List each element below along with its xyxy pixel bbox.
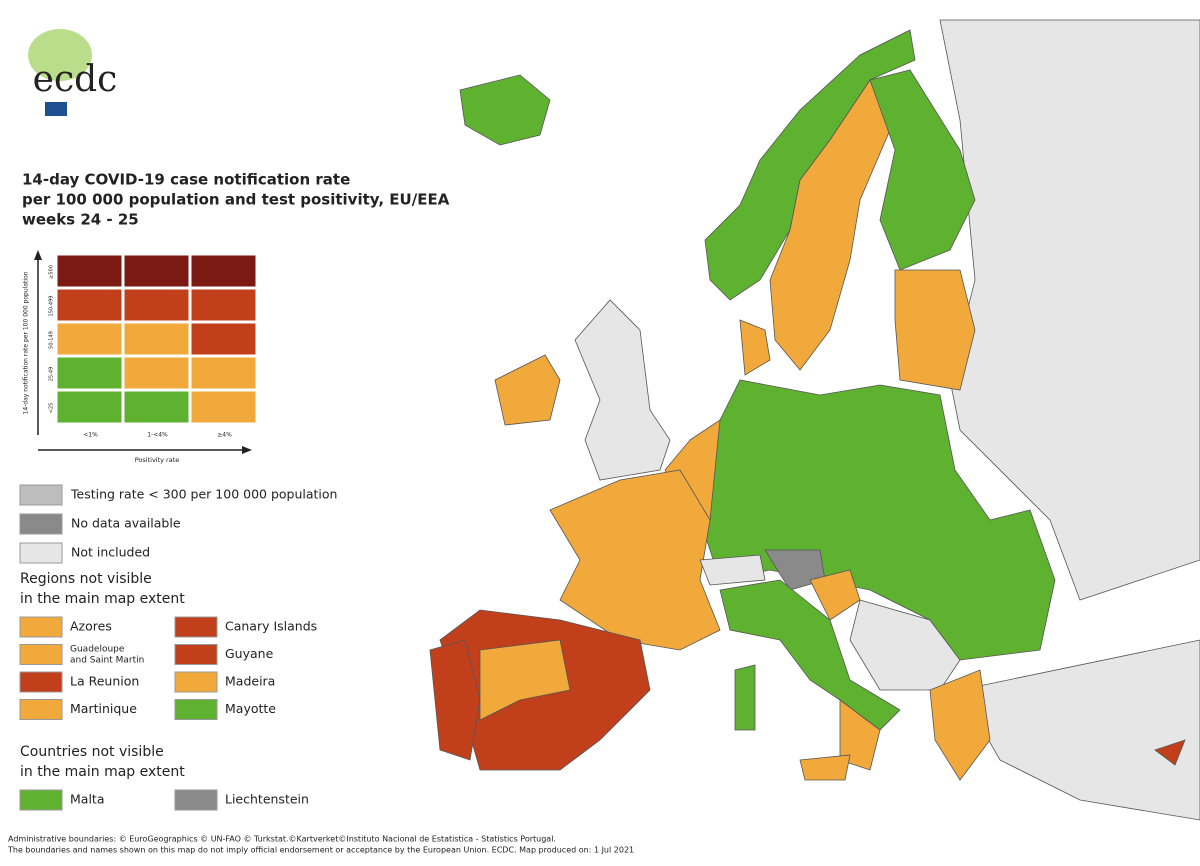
x-axis-label: Positivity rate bbox=[135, 456, 180, 464]
legend-label: Malta bbox=[70, 792, 104, 807]
column-label: <1% bbox=[83, 432, 98, 439]
greece bbox=[929, 669, 991, 781]
footer-line: Administrative boundaries: © EuroGeograp… bbox=[8, 835, 556, 844]
france bbox=[549, 469, 721, 651]
row-label: 50-149 bbox=[49, 331, 55, 349]
legend-label: Canary Islands bbox=[225, 619, 317, 634]
legend-swatch bbox=[19, 699, 63, 720]
sweden bbox=[769, 79, 891, 371]
legend-swatch bbox=[19, 513, 63, 535]
row-label: ≥500 bbox=[49, 265, 55, 279]
croatia bbox=[809, 569, 861, 621]
finland bbox=[869, 69, 976, 271]
baltics bbox=[894, 269, 976, 391]
matrix-cell bbox=[123, 390, 190, 424]
section-heading: Regions not visible bbox=[20, 571, 152, 587]
legend-label: Testing rate < 300 per 100 000 populatio… bbox=[70, 487, 337, 502]
matrix-cell bbox=[56, 356, 123, 390]
ireland bbox=[494, 354, 561, 426]
legend-swatch bbox=[174, 616, 218, 638]
column-label: 1-<4% bbox=[147, 432, 168, 439]
legend-swatch bbox=[19, 616, 63, 638]
legend-swatch bbox=[19, 484, 63, 506]
y-axis-label: 14-day notification rate per 100 000 pop… bbox=[23, 271, 30, 414]
section-heading: in the main map extent bbox=[20, 764, 185, 780]
iceland bbox=[459, 74, 551, 146]
arrow-head bbox=[242, 446, 252, 454]
matrix-cell bbox=[56, 254, 123, 288]
matrix-cell bbox=[190, 254, 257, 288]
not-included-area bbox=[959, 639, 1200, 821]
title-line: per 100 000 population and test positivi… bbox=[22, 191, 450, 209]
legend-label: Guyane bbox=[225, 646, 274, 661]
legend-label: Azores bbox=[70, 619, 112, 634]
arrow-head bbox=[34, 250, 42, 260]
legend-label: Liechtenstein bbox=[225, 792, 309, 807]
matrix-cell bbox=[190, 322, 257, 356]
map bbox=[429, 19, 1200, 821]
matrix-cell bbox=[56, 390, 123, 424]
legend-label: Guadeloupe bbox=[70, 645, 125, 655]
legend: 14-day COVID-19 case notification rate pe… bbox=[7, 171, 634, 855]
logo: ecdc bbox=[28, 29, 117, 116]
legend-swatch bbox=[19, 542, 63, 564]
legend-label: No data available bbox=[71, 516, 181, 531]
portugal bbox=[429, 639, 481, 761]
matrix-cell bbox=[123, 254, 190, 288]
footer-line: The boundaries and names shown on this m… bbox=[7, 846, 634, 855]
legend-label: Mayotte bbox=[225, 701, 276, 716]
legend-swatch bbox=[174, 644, 218, 665]
section-heading: in the main map extent bbox=[20, 591, 185, 607]
legend-swatch bbox=[174, 671, 218, 693]
column-label: ≥4% bbox=[217, 432, 232, 439]
legend-swatch bbox=[174, 789, 218, 811]
row-label: 150-499 bbox=[49, 296, 55, 317]
legend-label: Not included bbox=[71, 545, 150, 560]
sicily bbox=[799, 754, 851, 781]
eu-flag bbox=[45, 102, 67, 116]
legend-label: and Saint Martin bbox=[70, 656, 144, 666]
logo-globe bbox=[28, 29, 92, 81]
matrix-cell bbox=[190, 288, 257, 322]
row-label: <25 bbox=[49, 403, 55, 414]
matrix-cell bbox=[56, 322, 123, 356]
italy-south bbox=[839, 699, 881, 771]
logo-text: ecdc bbox=[33, 59, 118, 100]
cyprus bbox=[1154, 739, 1186, 766]
section-heading: Countries not visible bbox=[20, 744, 164, 760]
not-included-area bbox=[574, 299, 671, 481]
legend-swatch bbox=[19, 789, 63, 811]
legend-label: La Reunion bbox=[70, 674, 139, 689]
legend-swatch bbox=[174, 699, 218, 720]
title-line: 14-day COVID-19 case notification rate bbox=[22, 171, 350, 189]
legend-label: Madeira bbox=[225, 674, 275, 689]
matrix-cell bbox=[123, 322, 190, 356]
spain-region bbox=[479, 639, 571, 721]
legend-swatch bbox=[19, 644, 63, 665]
matrix-cell bbox=[190, 390, 257, 424]
legend-label: Martinique bbox=[70, 701, 137, 716]
sardinia bbox=[734, 664, 756, 731]
denmark bbox=[739, 319, 771, 376]
matrix-cell bbox=[56, 288, 123, 322]
matrix-cell bbox=[190, 356, 257, 390]
matrix-cell bbox=[123, 288, 190, 322]
row-label: 25-49 bbox=[49, 367, 55, 382]
legend-swatch bbox=[19, 671, 63, 693]
switzerland bbox=[699, 554, 766, 586]
matrix-cell bbox=[123, 356, 190, 390]
title-line: weeks 24 - 25 bbox=[22, 211, 139, 229]
